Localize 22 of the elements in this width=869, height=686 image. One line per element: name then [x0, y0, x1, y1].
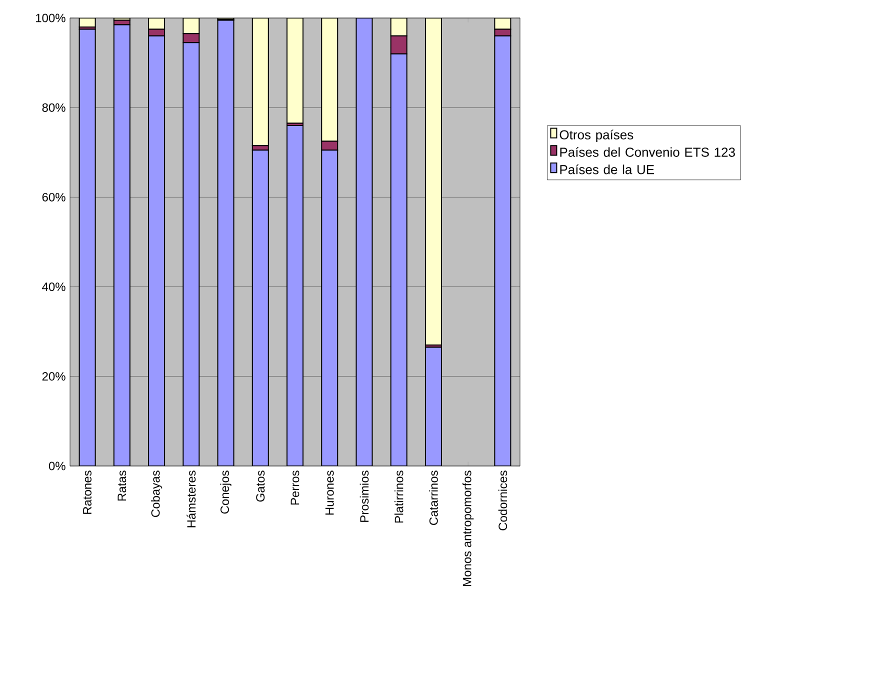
x-tick-label: Catarrinos — [429, 470, 438, 525]
x-tick-label: Prosimios — [360, 470, 369, 522]
y-tick-label: 60% — [42, 192, 66, 202]
legend-label: Otros países — [560, 130, 634, 142]
y-tick-label: 0% — [48, 462, 66, 470]
x-tick-label: Monos antropomorfos — [462, 470, 474, 586]
x-tick-label: Ratas — [118, 470, 126, 501]
y-tick-label: 20% — [42, 372, 66, 381]
x-tick-label: Ratones — [83, 470, 92, 514]
x-tick-label: Codornices — [498, 470, 508, 530]
x-tick-label: Hámsteres — [186, 470, 196, 528]
x-tick-label: Hurones — [325, 470, 334, 515]
legend-label: Países del Convenio ETS 123 — [560, 147, 735, 157]
x-tick-label: Gatos — [256, 470, 265, 502]
x-tick-label: Cobayas — [150, 470, 162, 517]
y-tick-label: 40% — [42, 282, 66, 292]
y-tick-label: 80% — [42, 103, 66, 112]
legend-label: Países de la UE — [560, 164, 654, 174]
x-tick-label: Perros — [290, 470, 300, 505]
y-tick-label: 100% — [36, 14, 66, 22]
x-tick-label: Platirrinos — [394, 470, 404, 523]
x-tick-label: Conejos — [220, 470, 232, 514]
